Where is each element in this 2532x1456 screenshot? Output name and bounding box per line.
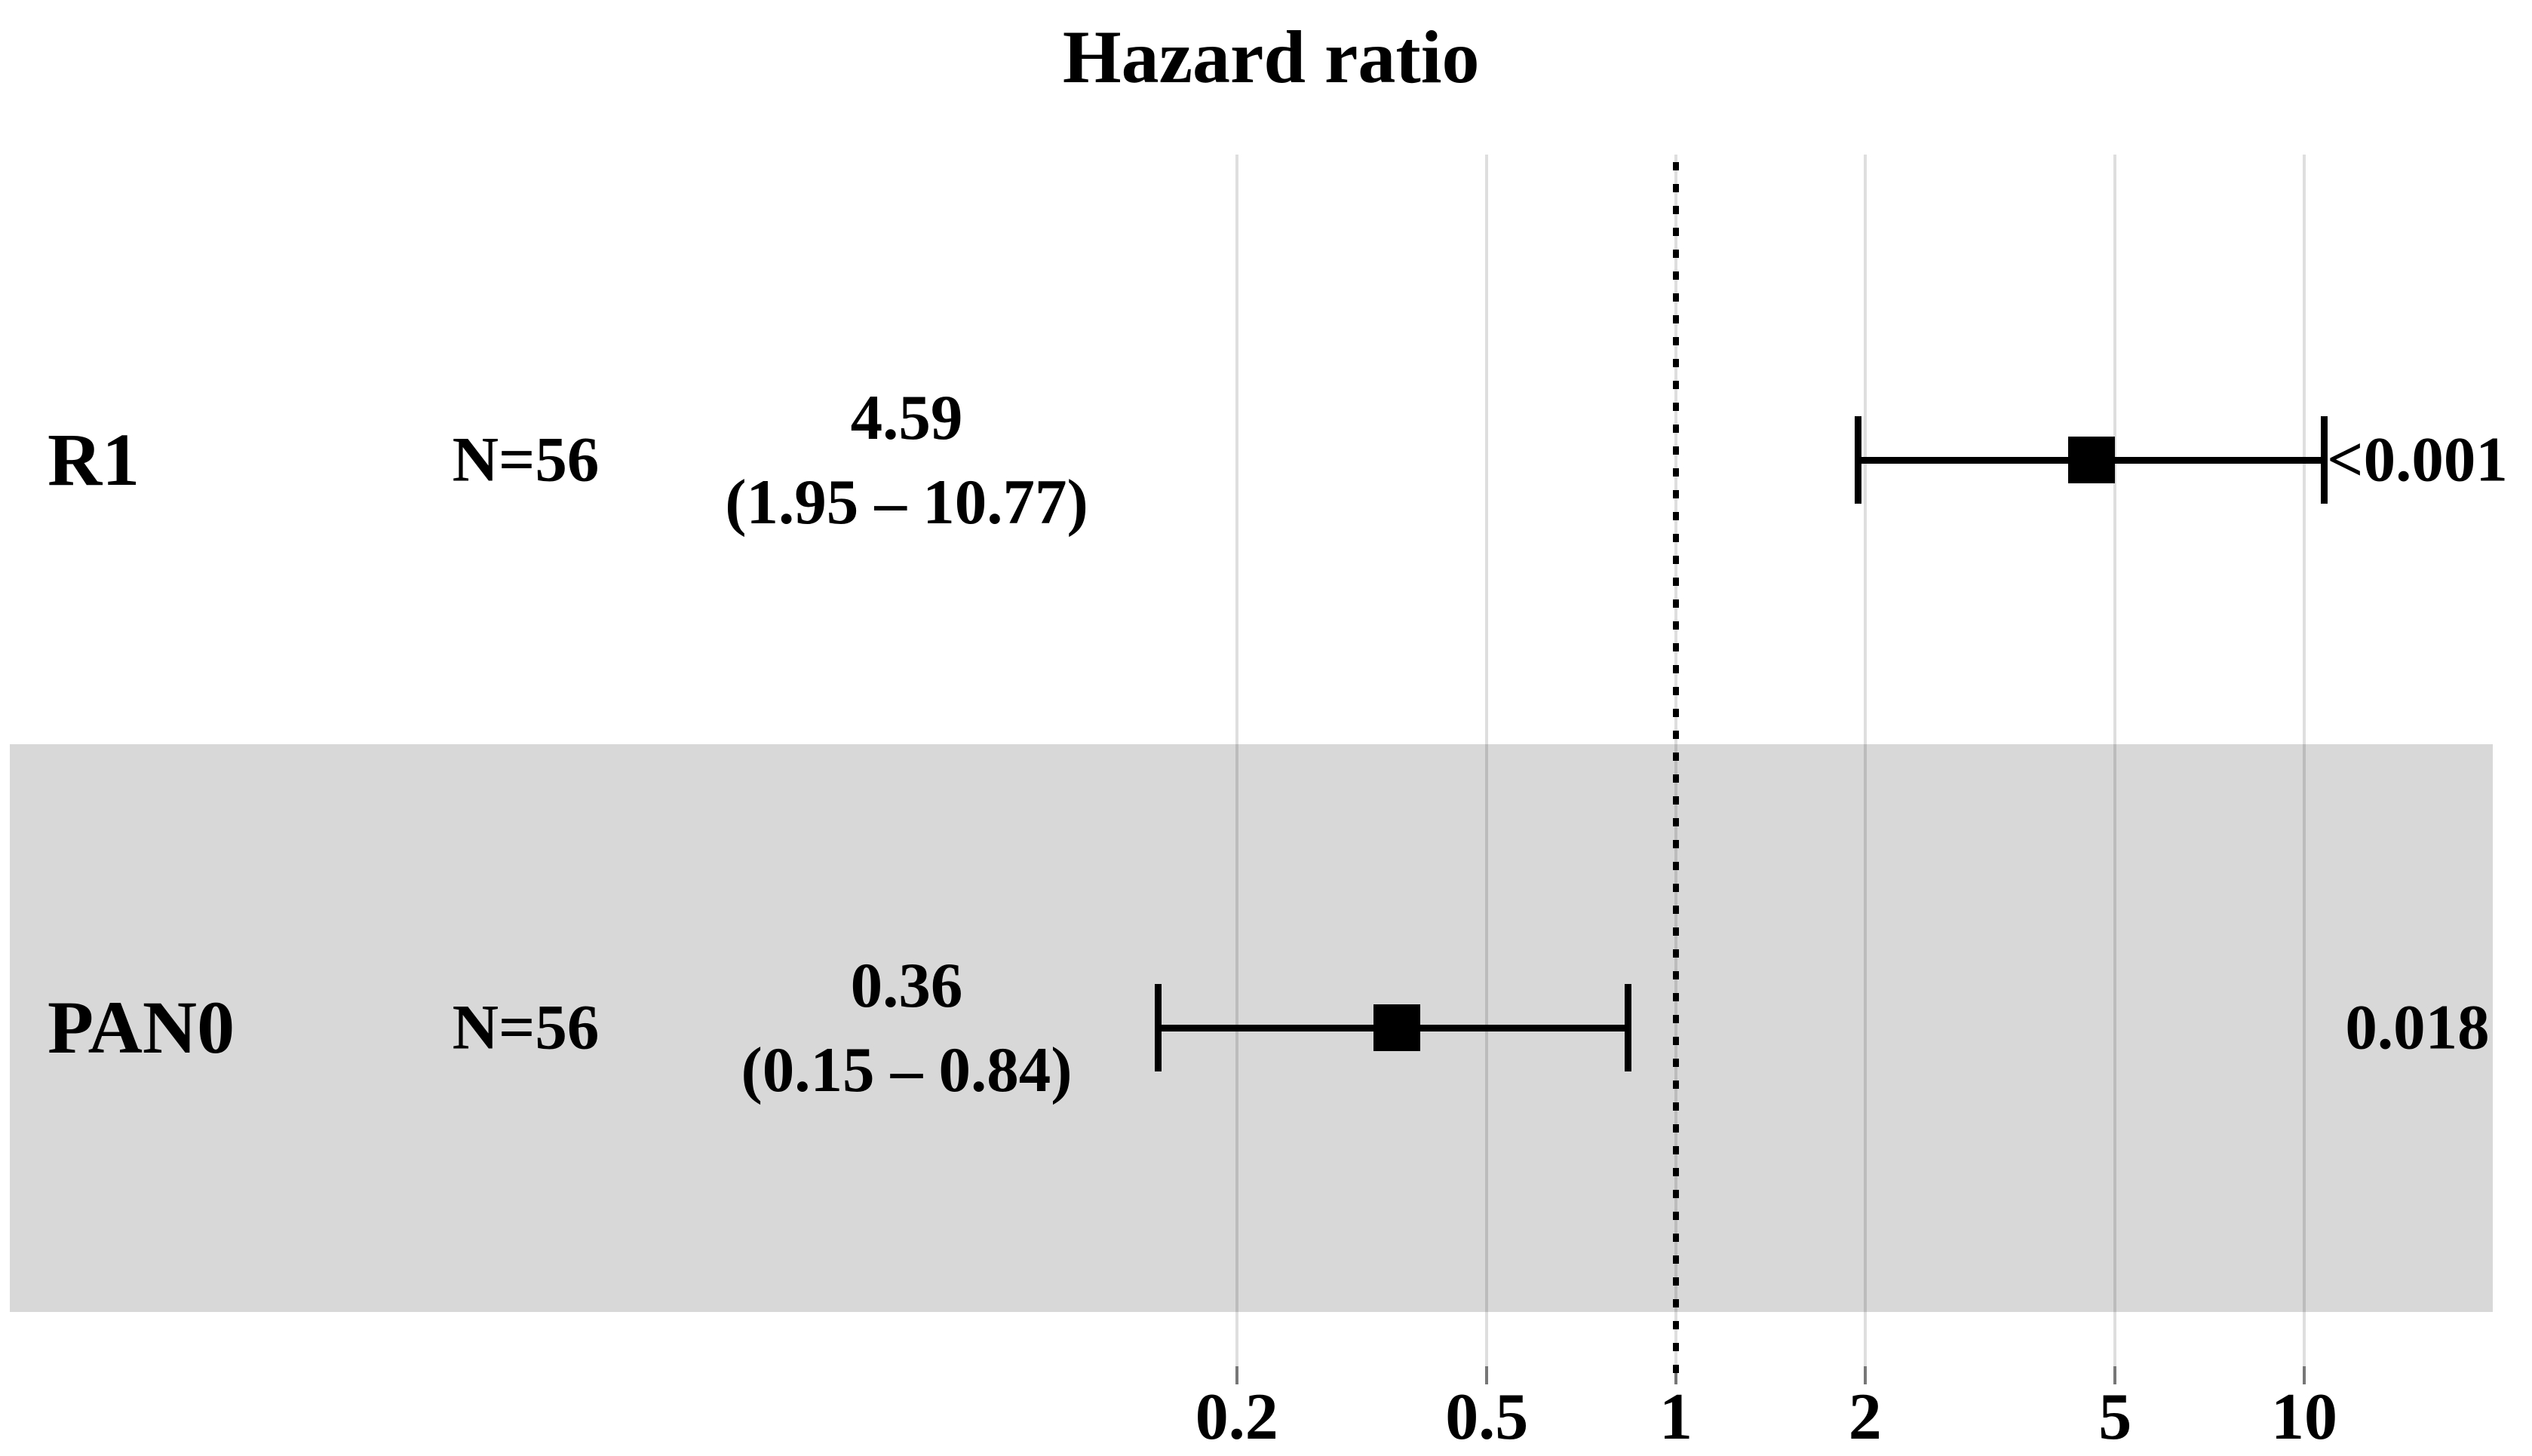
row-ci-range: (0.15 – 0.84)	[741, 1035, 1073, 1105]
ci-cap-low	[1155, 984, 1162, 1071]
row-n-count: N=56	[452, 424, 600, 495]
x-tick-label: 1	[1659, 1381, 1693, 1454]
row-ci-range: (1.95 – 10.77)	[725, 467, 1088, 538]
x-tick-label: 0.5	[1445, 1381, 1529, 1454]
x-tick-mark	[2113, 1366, 2117, 1384]
reference-line-hr1	[1673, 162, 1679, 1384]
row-n-count: N=56	[452, 992, 600, 1063]
row-pvalue: 0.018	[2345, 992, 2490, 1063]
ci-cap-high	[1625, 984, 1632, 1071]
row-estimate-block: 4.59 (1.95 – 10.77)	[725, 375, 1088, 544]
x-tick-label: 2	[1848, 1381, 1882, 1454]
ci-cap-high	[2321, 416, 2328, 504]
estimate-marker	[2068, 437, 2116, 483]
x-tick-mark	[1485, 1366, 1489, 1384]
x-tick-mark	[1235, 1366, 1238, 1384]
row-label: R1	[48, 418, 140, 501]
row-label: PAN0	[48, 985, 235, 1069]
gridline-2	[1863, 155, 1867, 1366]
chart-title: Hazard ratio	[1062, 15, 1480, 99]
row-estimate-value: 4.59	[850, 382, 963, 453]
x-tick-mark	[1863, 1366, 1867, 1384]
gridline-5	[2113, 155, 2117, 1366]
row-estimate-value: 0.36	[850, 949, 963, 1021]
gridline-0.5	[1485, 155, 1489, 1366]
x-tick-label: 10	[2271, 1381, 2337, 1454]
row-estimate-block: 0.36 (0.15 – 0.84)	[741, 943, 1072, 1112]
gridline-10	[2303, 155, 2306, 1366]
estimate-marker	[1373, 1004, 1421, 1051]
x-tick-label: 0.2	[1195, 1381, 1278, 1454]
gridline-0.2	[1235, 155, 1238, 1366]
row-pvalue: <0.001	[2327, 424, 2508, 495]
x-tick-mark	[2303, 1366, 2306, 1384]
x-tick-label: 5	[2098, 1381, 2132, 1454]
ci-cap-low	[1855, 416, 1862, 504]
